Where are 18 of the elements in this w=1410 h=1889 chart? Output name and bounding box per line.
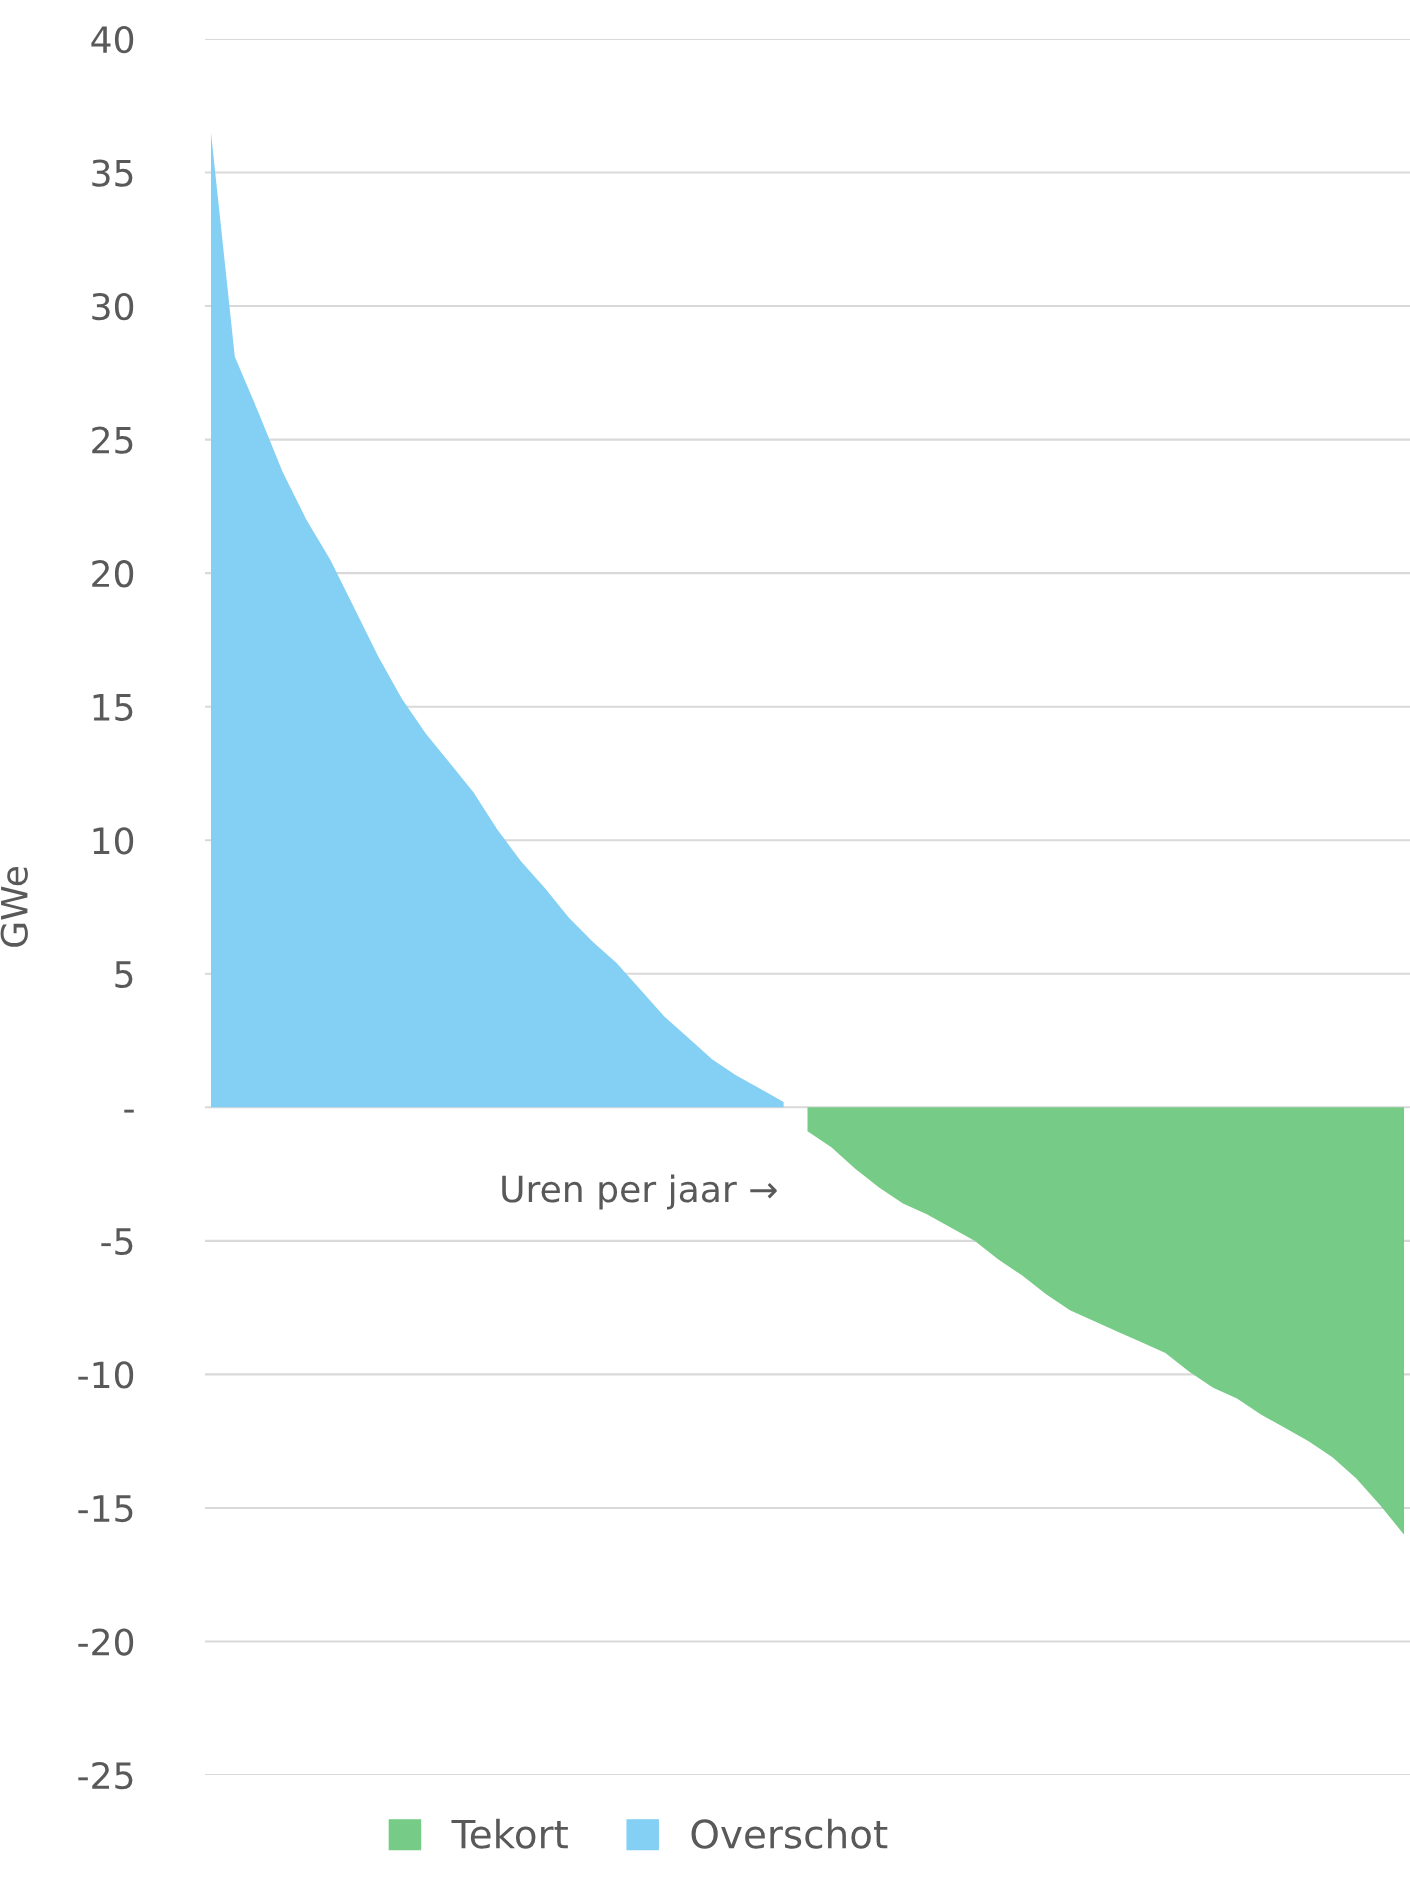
y-tick-label: 25 <box>92 426 133 454</box>
y-tick-label: -25 <box>78 1761 133 1790</box>
y-tick-label: -5 <box>101 1228 133 1256</box>
y-tick-label: - <box>124 1109 134 1113</box>
y-tick-label: 10 <box>93 827 134 855</box>
y-tick-label: 40 <box>91 25 134 54</box>
y-tick-label: 5 <box>115 961 133 988</box>
y-tick-label: -15 <box>78 1495 133 1523</box>
y-tick-label: 20 <box>92 560 134 588</box>
y-tick-label: 35 <box>92 159 133 187</box>
y-tick-label: -10 <box>78 1361 134 1389</box>
y-axis-title: GWe <box>0 867 28 947</box>
legend-label: Tekort <box>451 1818 568 1849</box>
y-tick-label: -20 <box>78 1628 134 1656</box>
y-tick-label: 30 <box>92 293 134 321</box>
y-tick-label: 15 <box>93 694 133 721</box>
legend-label: Overschot <box>691 1818 888 1849</box>
x-axis-title: Uren per jaar → <box>502 1174 777 1210</box>
